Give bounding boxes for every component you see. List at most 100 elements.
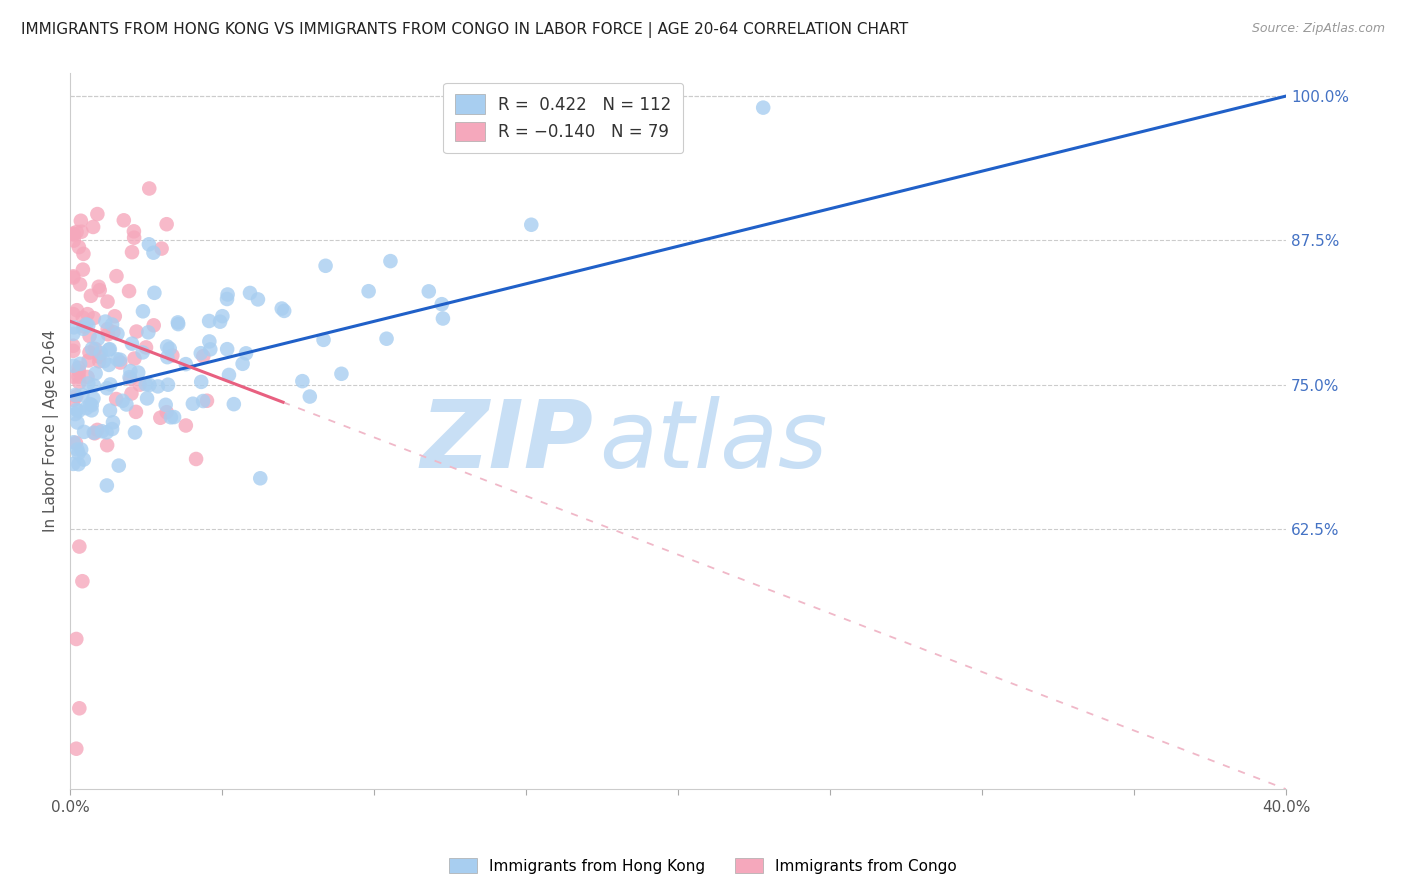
Text: ZIP: ZIP — [420, 396, 593, 488]
Point — [249, 471, 271, 485]
Point — [72, 388, 94, 402]
Point — [120, 364, 142, 378]
Point — [77, 353, 100, 368]
Point — [273, 304, 295, 318]
Point — [200, 343, 222, 357]
Point — [291, 374, 314, 388]
Point — [96, 438, 118, 452]
Point — [156, 217, 179, 231]
Point — [80, 342, 103, 356]
Point — [174, 357, 197, 371]
Point — [63, 392, 86, 407]
Point — [246, 293, 269, 307]
Point — [181, 397, 204, 411]
Point — [76, 370, 98, 384]
Point — [62, 435, 84, 450]
Point — [96, 381, 118, 395]
Point — [159, 342, 181, 356]
Point — [124, 351, 146, 366]
Point — [73, 319, 96, 334]
Point — [98, 403, 121, 417]
Point — [198, 314, 221, 328]
Point — [87, 332, 110, 346]
Point — [63, 227, 86, 242]
Point — [91, 424, 114, 438]
Point — [67, 457, 90, 471]
Point — [89, 350, 111, 364]
Point — [127, 366, 149, 380]
Point — [118, 284, 141, 298]
Point — [135, 377, 157, 392]
Point — [65, 388, 87, 402]
Point — [67, 360, 90, 375]
Point — [83, 311, 105, 326]
Point — [315, 259, 337, 273]
Point — [62, 227, 84, 241]
Point — [66, 442, 89, 457]
Point — [98, 343, 121, 357]
Point — [83, 378, 105, 392]
Point — [121, 336, 143, 351]
Point — [156, 339, 179, 353]
Text: IMMIGRANTS FROM HONG KONG VS IMMIGRANTS FROM CONGO IN LABOR FORCE | AGE 20-64 CO: IMMIGRANTS FROM HONG KONG VS IMMIGRANTS … — [21, 22, 908, 38]
Point — [72, 322, 94, 336]
Point — [121, 245, 143, 260]
Point — [72, 247, 94, 261]
Point — [128, 377, 150, 392]
Point — [70, 442, 93, 457]
Point — [67, 364, 90, 378]
Point — [83, 426, 105, 441]
Point — [298, 390, 321, 404]
Point — [135, 340, 157, 354]
Point — [156, 377, 179, 392]
Point — [190, 346, 212, 360]
Point — [62, 369, 84, 384]
Point — [80, 289, 103, 303]
Point — [72, 310, 94, 325]
Point — [65, 632, 87, 646]
Point — [65, 389, 87, 403]
Point — [166, 315, 188, 329]
Point — [150, 242, 173, 256]
Point — [82, 392, 104, 406]
Point — [217, 342, 239, 356]
Point — [122, 230, 145, 244]
Point — [235, 346, 257, 360]
Point — [118, 370, 141, 384]
Point — [101, 318, 124, 332]
Point — [112, 213, 135, 227]
Point — [94, 315, 117, 329]
Point — [67, 404, 90, 418]
Point — [146, 379, 169, 393]
Point — [211, 309, 233, 323]
Point — [76, 307, 98, 321]
Point — [520, 218, 543, 232]
Point — [65, 402, 87, 417]
Point — [380, 254, 402, 268]
Point — [67, 446, 90, 460]
Point — [375, 332, 398, 346]
Point — [89, 354, 111, 368]
Point — [357, 284, 380, 298]
Point — [143, 285, 166, 300]
Point — [142, 318, 165, 333]
Point — [142, 245, 165, 260]
Point — [270, 301, 292, 316]
Point — [167, 317, 190, 331]
Point — [69, 277, 91, 292]
Point — [67, 701, 90, 715]
Point — [62, 326, 84, 341]
Point — [96, 425, 118, 440]
Point — [120, 386, 142, 401]
Y-axis label: In Labor Force | Age 20-64: In Labor Force | Age 20-64 — [44, 330, 59, 533]
Point — [149, 410, 172, 425]
Point — [215, 292, 238, 306]
Point — [107, 458, 129, 473]
Point — [75, 401, 97, 416]
Point — [67, 240, 90, 254]
Point — [63, 320, 86, 334]
Text: Source: ZipAtlas.com: Source: ZipAtlas.com — [1251, 22, 1385, 36]
Point — [86, 423, 108, 437]
Point — [83, 425, 105, 440]
Point — [82, 219, 104, 234]
